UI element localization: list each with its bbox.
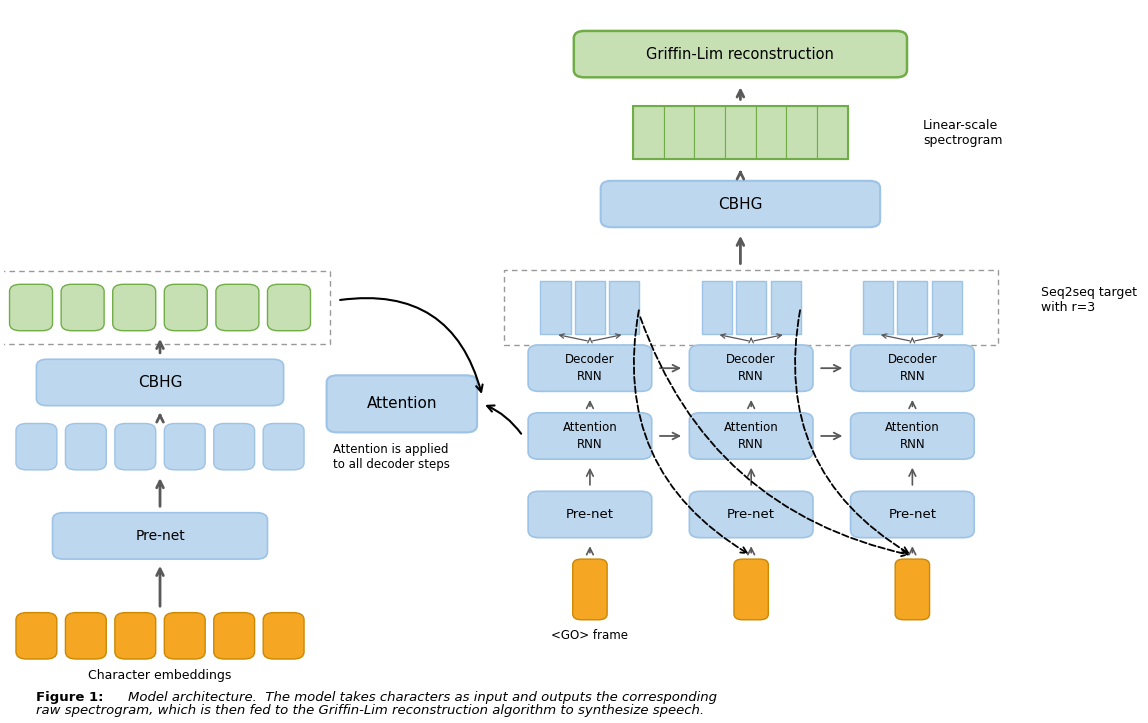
FancyBboxPatch shape <box>851 345 975 391</box>
Text: Attention is applied
to all decoder steps: Attention is applied to all decoder step… <box>333 443 450 471</box>
Bar <box>736 281 766 334</box>
Bar <box>575 281 605 334</box>
FancyBboxPatch shape <box>16 424 57 470</box>
Text: Pre-net: Pre-net <box>727 508 775 521</box>
Text: Character embeddings: Character embeddings <box>88 669 232 682</box>
FancyBboxPatch shape <box>689 413 813 459</box>
Bar <box>504 270 999 345</box>
FancyBboxPatch shape <box>267 284 310 330</box>
FancyBboxPatch shape <box>600 181 881 227</box>
Text: Linear-scale
spectrogram: Linear-scale spectrogram <box>923 119 1002 147</box>
FancyBboxPatch shape <box>574 31 907 77</box>
FancyBboxPatch shape <box>16 612 57 659</box>
FancyBboxPatch shape <box>164 612 205 659</box>
Bar <box>610 281 639 334</box>
FancyArrowPatch shape <box>796 310 908 553</box>
Bar <box>755 106 786 159</box>
FancyArrowPatch shape <box>340 298 482 392</box>
FancyBboxPatch shape <box>164 424 205 470</box>
Text: Attention: Attention <box>885 421 940 434</box>
Text: raw spectrogram, which is then fed to the Griffin-Lim reconstruction algorithm t: raw spectrogram, which is then fed to th… <box>37 704 705 717</box>
Bar <box>817 106 848 159</box>
FancyBboxPatch shape <box>263 424 304 470</box>
Bar <box>932 281 962 334</box>
FancyBboxPatch shape <box>115 612 156 659</box>
FancyArrowPatch shape <box>487 406 521 434</box>
Bar <box>770 281 800 334</box>
Text: Griffin-Lim reconstruction: Griffin-Lim reconstruction <box>646 46 835 61</box>
FancyBboxPatch shape <box>734 559 768 620</box>
Text: RNN: RNN <box>577 438 603 451</box>
Text: CBHG: CBHG <box>138 375 183 390</box>
Text: Decoder: Decoder <box>565 353 614 366</box>
Text: CBHG: CBHG <box>719 197 762 212</box>
FancyArrowPatch shape <box>634 310 747 553</box>
Text: RNN: RNN <box>900 370 925 383</box>
Text: RNN: RNN <box>577 370 603 383</box>
Text: Seq2seq target
with r=3: Seq2seq target with r=3 <box>1041 286 1138 315</box>
Text: Attention: Attention <box>366 396 437 411</box>
Text: Model architecture.  The model takes characters as input and outputs the corresp: Model architecture. The model takes char… <box>127 691 716 704</box>
FancyBboxPatch shape <box>113 284 156 330</box>
FancyBboxPatch shape <box>689 345 813 391</box>
FancyBboxPatch shape <box>65 612 107 659</box>
FancyBboxPatch shape <box>164 284 208 330</box>
Text: RNN: RNN <box>738 370 763 383</box>
Bar <box>695 106 726 159</box>
FancyBboxPatch shape <box>851 413 975 459</box>
FancyArrowPatch shape <box>641 317 908 556</box>
FancyBboxPatch shape <box>851 492 975 538</box>
FancyBboxPatch shape <box>573 559 607 620</box>
FancyBboxPatch shape <box>327 375 478 432</box>
Text: Pre-net: Pre-net <box>135 529 185 543</box>
FancyBboxPatch shape <box>528 345 652 391</box>
Text: Decoder: Decoder <box>727 353 776 366</box>
Bar <box>701 281 731 334</box>
Text: Attention: Attention <box>563 421 618 434</box>
FancyBboxPatch shape <box>528 492 652 538</box>
FancyBboxPatch shape <box>214 424 255 470</box>
FancyBboxPatch shape <box>61 284 104 330</box>
Bar <box>863 281 893 334</box>
Bar <box>541 281 571 334</box>
FancyBboxPatch shape <box>216 284 259 330</box>
Bar <box>0 271 329 343</box>
FancyBboxPatch shape <box>115 424 156 470</box>
Text: RNN: RNN <box>738 438 763 451</box>
FancyBboxPatch shape <box>53 513 267 559</box>
FancyBboxPatch shape <box>689 492 813 538</box>
Text: <GO> frame: <GO> frame <box>551 629 628 642</box>
Bar <box>664 106 695 159</box>
FancyBboxPatch shape <box>895 559 930 620</box>
Bar <box>786 106 817 159</box>
Text: Figure 1:: Figure 1: <box>37 691 104 704</box>
FancyBboxPatch shape <box>263 612 304 659</box>
Text: Pre-net: Pre-net <box>889 508 937 521</box>
Bar <box>726 106 755 159</box>
FancyBboxPatch shape <box>214 612 255 659</box>
Bar <box>898 281 928 334</box>
Text: Pre-net: Pre-net <box>566 508 614 521</box>
FancyBboxPatch shape <box>9 284 53 330</box>
FancyBboxPatch shape <box>37 359 284 406</box>
Text: Attention: Attention <box>723 421 778 434</box>
Text: RNN: RNN <box>900 438 925 451</box>
Text: Decoder: Decoder <box>887 353 937 366</box>
FancyBboxPatch shape <box>65 424 107 470</box>
Bar <box>633 106 848 159</box>
FancyBboxPatch shape <box>528 413 652 459</box>
Bar <box>633 106 664 159</box>
